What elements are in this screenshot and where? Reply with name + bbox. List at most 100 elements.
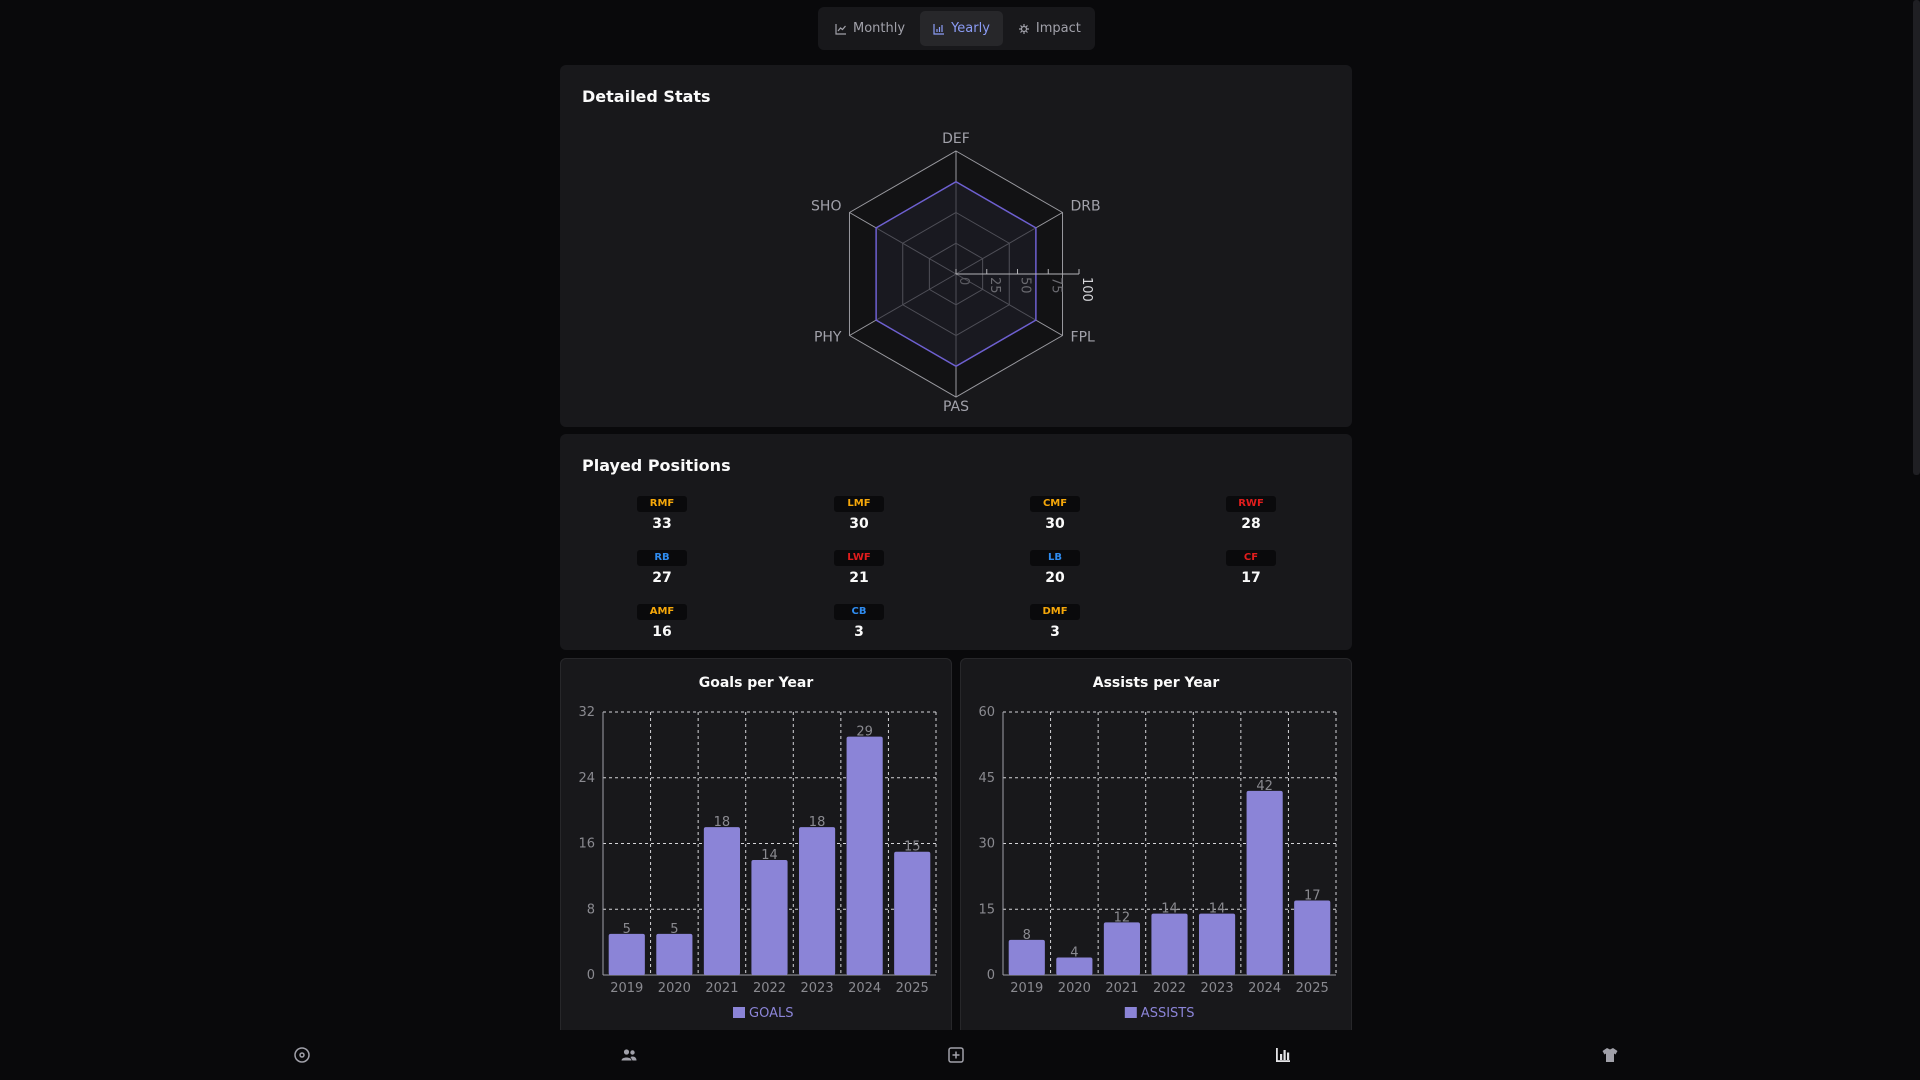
position-item: DMF 3 — [1015, 599, 1095, 640]
assists-x-tick-label: 2022 — [1153, 981, 1186, 996]
radar-axis-label: SHO — [811, 199, 841, 215]
jersey-icon — [1602, 1048, 1618, 1062]
tab-impact[interactable]: Impact — [1005, 11, 1094, 46]
assists-y-tick-label: 45 — [978, 771, 995, 786]
position-count: 17 — [1241, 570, 1261, 586]
position-item: LMF 30 — [819, 491, 899, 532]
position-badge: CB — [834, 604, 884, 620]
impact-icon — [1018, 23, 1029, 34]
radar-scale-label: 75 — [1048, 277, 1063, 294]
goals-bar[interactable] — [656, 933, 693, 975]
assists-x-tick-label: 2024 — [1248, 981, 1281, 996]
nav-add[interactable] — [947, 1046, 965, 1064]
goals-x-tick-label: 2025 — [896, 981, 929, 996]
assists-x-tick-label: 2021 — [1105, 981, 1138, 996]
position-item: CMF 30 — [1015, 491, 1095, 532]
position-badge: LMF — [834, 496, 884, 512]
position-count: 3 — [1050, 624, 1060, 640]
position-badge: RMF — [637, 496, 687, 512]
position-item: RMF 33 — [622, 491, 702, 532]
nav-stats[interactable] — [1274, 1046, 1292, 1064]
assists-x-tick-label: 2023 — [1201, 981, 1234, 996]
assists-bar-chart: 0 15 30 45 60 8 2019 4 2020 12 2021 14 2022 14 2023 42 2… — [978, 705, 1337, 1021]
assists-bar[interactable] — [1056, 957, 1093, 975]
assists-y-tick-label: 30 — [978, 837, 995, 852]
assists-bar[interactable] — [1294, 900, 1331, 975]
position-badge: LWF — [834, 550, 884, 566]
radar-scale-label: 0 — [956, 277, 971, 285]
goals-bar-value-label: 14 — [761, 848, 778, 863]
radar-scale-label: 25 — [987, 277, 1002, 294]
goals-bar[interactable] — [798, 827, 836, 975]
bottom-nav — [0, 1030, 1920, 1080]
assists-chart-card: Assists per Year 0 15 30 45 60 8 2019 4 2020 12 20… — [960, 658, 1352, 1050]
goals-bar[interactable] — [751, 859, 788, 975]
goals-bar-value-label: 18 — [809, 815, 826, 830]
goals-x-tick-label: 2021 — [705, 981, 738, 996]
played-positions-card: Played Positions RMF 33 LMF 30 CMF 30 RWF 28 RB 2… — [560, 434, 1352, 650]
position-item: LWF 21 — [819, 545, 899, 586]
assists-y-tick-label: 60 — [978, 705, 995, 720]
bar-chart-icon — [933, 23, 945, 35]
goals-legend-swatch — [733, 1007, 745, 1018]
radar-axis-label: DEF — [942, 131, 970, 147]
goals-x-tick-label: 2022 — [753, 981, 786, 996]
scrollbar[interactable] — [1913, 0, 1920, 475]
goals-x-tick-label: 2019 — [610, 981, 643, 996]
goals-chart-title: Goals per Year — [698, 675, 814, 691]
goals-y-tick-label: 32 — [578, 705, 595, 720]
assists-bar-value-label: 42 — [1256, 779, 1273, 794]
assists-bar-value-label: 12 — [1114, 910, 1131, 925]
nav-jersey[interactable] — [1601, 1046, 1619, 1064]
assists-bar[interactable] — [1103, 922, 1141, 975]
position-item: LB 20 — [1015, 545, 1095, 586]
nav-users[interactable] — [620, 1046, 638, 1064]
goals-bar[interactable] — [703, 827, 741, 975]
assists-bar-value-label: 4 — [1070, 945, 1078, 960]
goals-bar[interactable] — [608, 933, 645, 975]
goals-bar-value-label: 5 — [670, 922, 678, 937]
assists-bar-value-label: 8 — [1023, 928, 1031, 943]
view-toggle: Monthly Yearly Impact — [818, 7, 1095, 50]
assists-y-tick-label: 0 — [987, 968, 995, 983]
goals-bar[interactable] — [846, 736, 883, 975]
position-count: 30 — [1045, 516, 1065, 532]
goals-bar[interactable] — [894, 851, 931, 975]
position-count: 16 — [652, 624, 672, 640]
goals-y-tick-label: 8 — [587, 902, 595, 917]
position-badge: RB — [637, 550, 687, 566]
tab-yearly[interactable]: Yearly — [920, 11, 1003, 46]
assists-bar[interactable] — [1151, 913, 1188, 975]
assists-bar-value-label: 17 — [1304, 888, 1321, 903]
assists-bar[interactable] — [1008, 939, 1045, 975]
radar-scale-label: 50 — [1018, 277, 1033, 294]
position-badge: LB — [1030, 550, 1080, 566]
assists-y-tick-label: 15 — [978, 902, 995, 917]
detailed-stats-card: Detailed Stats 0 25 50 75 100 DEF DRB FPL PAS PHY… — [560, 65, 1352, 427]
position-item: CB 3 — [819, 599, 899, 640]
goals-y-tick-label: 16 — [578, 837, 595, 852]
radar-axis-label: DRB — [1071, 199, 1101, 215]
played-positions-title: Played Positions — [582, 456, 731, 475]
goals-legend-label[interactable]: GOALS — [749, 1006, 793, 1021]
users-icon — [621, 1049, 637, 1061]
position-count: 28 — [1241, 516, 1261, 532]
assists-x-tick-label: 2025 — [1296, 981, 1329, 996]
assists-chart-title: Assists per Year — [1092, 675, 1220, 691]
radar-axis-label: FPL — [1071, 330, 1095, 346]
goals-bar-value-label: 15 — [904, 840, 921, 855]
assists-legend-swatch — [1124, 1007, 1137, 1018]
goals-bar-chart: 0 8 16 24 32 5 2019 5 2020 18 2021 14 2022 18 2023 29 20… — [578, 705, 937, 1021]
assists-bar[interactable] — [1246, 790, 1283, 975]
nav-home[interactable] — [293, 1046, 311, 1064]
home-icon — [294, 1047, 310, 1063]
goals-chart-card: Goals per Year 0 8 16 24 32 5 2019 5 2020 18 2021 1… — [560, 658, 952, 1050]
tab-monthly[interactable]: Monthly — [822, 11, 918, 46]
assists-bar[interactable] — [1198, 913, 1236, 975]
position-count: 20 — [1045, 570, 1065, 586]
position-item: RB 27 — [622, 545, 702, 586]
tab-yearly-label: Yearly — [951, 21, 990, 36]
assists-legend-label[interactable]: ASSISTS — [1141, 1006, 1195, 1021]
position-badge: AMF — [637, 604, 687, 620]
